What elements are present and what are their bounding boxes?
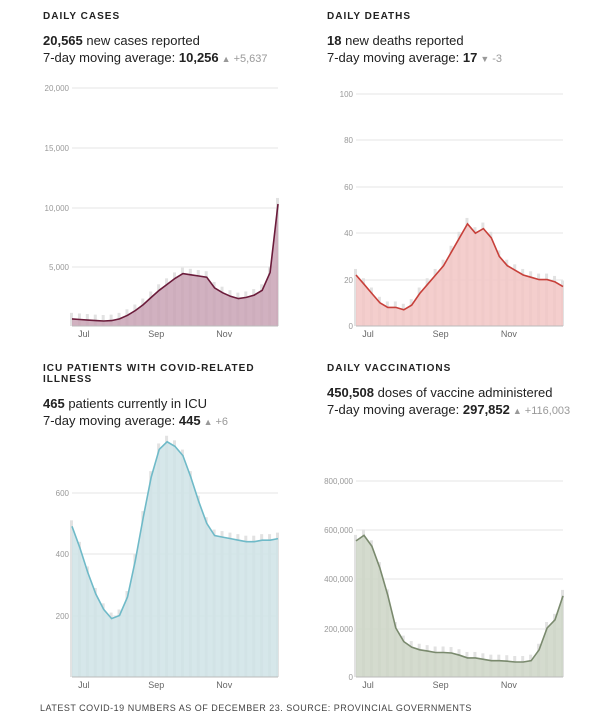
avg-label: 7-day moving average:	[327, 50, 460, 65]
x-tick-label: Nov	[216, 680, 233, 690]
panel-title: DAILY CASES	[43, 11, 121, 22]
avg-label: 7-day moving average:	[327, 402, 460, 417]
chart-3: 800,000 600,000 400,000 200,000 0 Jul Sep Nov	[324, 477, 564, 690]
y-tick-label: 40	[344, 229, 353, 238]
chart-0: 20,000 15,000 10,000 5,000 Jul Sep Nov	[45, 84, 279, 339]
y-tick-label: 400,000	[324, 575, 353, 584]
chart-1: 100 80 60 40 20 0 Jul Sep Nov	[340, 90, 564, 339]
y-tick-label: 600,000	[324, 526, 353, 535]
data-bar	[354, 534, 357, 677]
triangle-up-icon: ▲	[512, 406, 522, 416]
y-tick-label: 400	[56, 550, 70, 559]
headline-text: doses of vaccine administered	[377, 385, 553, 400]
headline-text: patients currently in ICU	[68, 396, 208, 411]
panel-vaccinations: DAILY VACCINATIONS 450,508 doses of vacc…	[327, 363, 597, 420]
avg-value: 17	[462, 50, 478, 65]
x-tick-label: Jul	[78, 329, 90, 339]
x-tick-label: Sep	[148, 680, 164, 690]
avg-label: 7-day moving average:	[43, 50, 176, 65]
y-tick-label: 200	[56, 612, 70, 621]
x-tick-label: Nov	[501, 680, 518, 690]
data-bar	[70, 312, 73, 326]
headline-text: new deaths reported	[345, 33, 464, 48]
y-tick-label: 100	[340, 90, 354, 99]
x-tick-label: Jul	[362, 680, 374, 690]
chart-2: 600 400 200 Jul Sep Nov	[56, 435, 279, 690]
y-tick-label: 0	[349, 322, 354, 331]
headline-value: 20,565	[43, 33, 83, 48]
panel-daily-cases: DAILY CASES 20,565 new cases reported 7-…	[43, 11, 303, 68]
triangle-up-icon: ▲	[221, 54, 231, 64]
panel-daily-deaths: DAILY DEATHS 18 new deaths reported 7-da…	[327, 11, 587, 68]
panel-title: DAILY DEATHS	[327, 11, 412, 22]
y-tick-label: 800,000	[324, 477, 353, 486]
headline-text: new cases reported	[86, 33, 200, 48]
triangle-down-icon: ▼	[480, 54, 490, 64]
y-tick-label: 10,000	[45, 204, 70, 213]
area-fill	[356, 535, 563, 677]
footer-source: LATEST COVID-19 NUMBERS AS OF DECEMBER 2…	[40, 703, 472, 713]
data-bar	[70, 520, 73, 677]
x-tick-label: Jul	[362, 329, 374, 339]
avg-value: 10,256	[178, 50, 219, 65]
y-tick-label: 5,000	[49, 263, 70, 272]
y-tick-label: 0	[349, 673, 354, 682]
y-tick-label: 20,000	[45, 84, 70, 93]
data-bar	[354, 268, 357, 326]
y-tick-label: 60	[344, 183, 353, 192]
x-tick-label: Sep	[433, 680, 449, 690]
area-fill	[72, 441, 278, 677]
avg-change: +6	[215, 416, 229, 428]
triangle-up-icon: ▲	[203, 417, 213, 427]
area-fill	[72, 204, 278, 326]
x-tick-label: Sep	[148, 329, 164, 339]
y-tick-label: 20	[344, 276, 353, 285]
avg-value: 445	[178, 413, 201, 428]
y-tick-label: 200,000	[324, 625, 353, 634]
x-tick-label: Nov	[501, 329, 518, 339]
area-fill	[356, 223, 563, 326]
y-tick-label: 80	[344, 136, 353, 145]
y-tick-label: 600	[56, 489, 70, 498]
panel-icu: ICU PATIENTS WITH COVID-RELATED ILLNESS …	[43, 363, 303, 431]
headline-value: 18	[327, 33, 342, 48]
y-tick-label: 15,000	[45, 144, 70, 153]
x-tick-label: Sep	[433, 329, 449, 339]
avg-label: 7-day moving average:	[43, 413, 176, 428]
x-tick-label: Nov	[216, 329, 233, 339]
panel-title: DAILY VACCINATIONS	[327, 363, 452, 374]
avg-change: +116,003	[524, 405, 571, 417]
avg-value: 297,852	[462, 402, 510, 417]
avg-change: +5,637	[233, 53, 268, 65]
headline-value: 465	[43, 396, 65, 411]
headline-value: 450,508	[327, 385, 374, 400]
avg-change: -3	[492, 53, 503, 65]
panel-title: ICU PATIENTS WITH COVID-RELATED ILLNESS	[43, 363, 255, 385]
x-tick-label: Jul	[78, 680, 90, 690]
